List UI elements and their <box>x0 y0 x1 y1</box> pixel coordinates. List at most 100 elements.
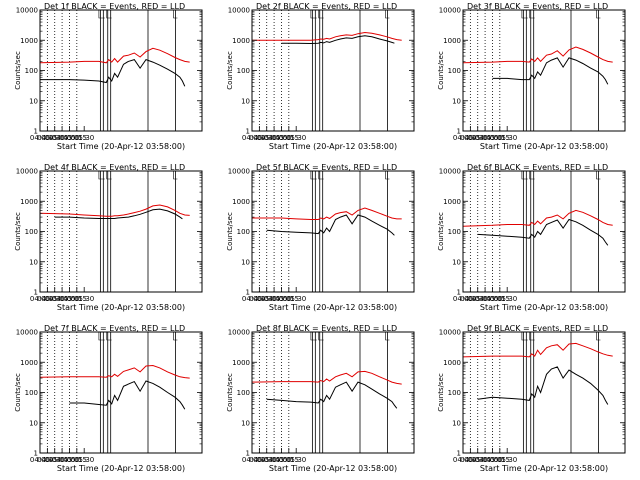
x-tick-label: 04:30 <box>45 456 65 464</box>
x-tick-label: 04:30 <box>257 134 277 142</box>
y-tick-label: 1 <box>457 128 461 136</box>
panel-title: Det 8f BLACK = Events, RED = LLD <box>256 324 397 333</box>
x-tick-label: 04:00 <box>30 456 50 464</box>
panel-8: Det 8f BLACK = Events, RED = LLD 1 10 100 10… <box>226 324 415 473</box>
x-tick-label: 04:45 <box>475 295 495 303</box>
y-tick-label: 1000 <box>443 359 461 367</box>
x-axis-label: Start Time (20-Apr-12 03:58:00) <box>269 464 397 473</box>
x-tick-label: 04:45 <box>264 134 284 142</box>
x-tick-label: 05:00 <box>271 134 291 142</box>
series-events-line <box>492 57 609 85</box>
series-events-line <box>477 366 609 405</box>
y-axis-label: Counts/sec <box>14 373 22 412</box>
y-tick-label: 10000 <box>439 7 461 15</box>
interval-bracket <box>521 10 528 19</box>
x-axis-label: Start Time (20-Apr-12 03:58:00) <box>480 464 608 473</box>
series-events-line <box>54 208 183 220</box>
x-tick-label: 04:00 <box>453 134 473 142</box>
x-tick-label: 05:30 <box>286 295 306 303</box>
interval-bracket <box>106 10 112 19</box>
panel-5: Det 5f BLACK = Events, RED = LLD 1 10 100 10… <box>226 163 415 312</box>
y-tick-label: 1000 <box>20 359 38 367</box>
interval-bracket <box>529 332 535 341</box>
x-tick-label: 05:00 <box>59 295 79 303</box>
series-events-line <box>40 58 186 87</box>
interval-bracket <box>318 332 324 341</box>
x-tick-label: 04:30 <box>468 134 488 142</box>
panel-9: Det 9f BLACK = Events, RED = LLD 1 10 100 10… <box>437 324 626 473</box>
interval-bracket <box>529 171 535 180</box>
y-tick-label: 1 <box>246 450 250 458</box>
x-tick-label: 05:30 <box>74 295 94 303</box>
x-tick-label: 05:15 <box>279 456 299 464</box>
x-tick-label: 04:15 <box>460 295 480 303</box>
series-lld-line <box>462 209 613 227</box>
plot-frame <box>462 170 626 293</box>
x-tick-label: 04:15 <box>37 134 57 142</box>
x-tick-label: 04:45 <box>264 295 284 303</box>
interval-bracket <box>310 332 317 341</box>
series-events-line <box>281 35 395 45</box>
y-axis-label: Counts/sec <box>14 51 22 90</box>
y-tick-label: 1 <box>34 289 38 297</box>
x-tick-label: 05:30 <box>74 134 94 142</box>
x-tick-label: 05:00 <box>271 456 291 464</box>
y-tick-label: 100 <box>25 389 38 397</box>
interval-bracket <box>173 332 178 341</box>
y-tick-label: 10 <box>241 419 250 427</box>
x-tick-label: 04:45 <box>52 134 72 142</box>
y-tick-label: 10 <box>452 419 461 427</box>
x-tick-label: 04:45 <box>264 456 284 464</box>
interval-bracket <box>385 10 390 19</box>
interval-bracket <box>385 171 390 180</box>
y-tick-label: 1000 <box>443 37 461 45</box>
x-tick-label: 05:00 <box>482 456 502 464</box>
y-tick-label: 100 <box>25 228 38 236</box>
x-tick-label: 04:45 <box>475 456 495 464</box>
y-tick-label: 100 <box>237 389 250 397</box>
x-tick-label: 05:30 <box>497 134 517 142</box>
x-tick-label: 05:15 <box>279 134 299 142</box>
x-tick-label: 04:30 <box>45 134 65 142</box>
interval-bracket <box>596 10 601 19</box>
series-events-line <box>266 214 395 236</box>
y-tick-label: 10000 <box>16 168 38 176</box>
x-tick-label: 04:15 <box>249 295 269 303</box>
y-tick-label: 10000 <box>228 7 250 15</box>
x-tick-label: 04:15 <box>249 134 269 142</box>
x-tick-label: 04:30 <box>257 456 277 464</box>
x-tick-label: 04:30 <box>468 295 488 303</box>
series-lld-line <box>251 370 402 385</box>
y-tick-label: 10 <box>452 258 461 266</box>
series-events-line <box>266 381 398 409</box>
panel-3: Det 3f BLACK = Events, RED = LLD 1 10 100 10… <box>437 2 626 151</box>
x-tick-label: 04:45 <box>52 295 72 303</box>
x-tick-label: 05:30 <box>74 456 94 464</box>
x-axis-label: Start Time (20-Apr-12 03:58:00) <box>57 142 185 151</box>
x-tick-label: 04:15 <box>460 456 480 464</box>
x-tick-label: 04:00 <box>453 456 473 464</box>
y-tick-label: 10 <box>29 419 38 427</box>
x-tick-label: 05:00 <box>59 134 79 142</box>
plot-frame <box>462 9 626 132</box>
x-tick-label: 04:15 <box>249 456 269 464</box>
panel-4: Det 4f BLACK = Events, RED = LLD 1 10 100 10… <box>14 163 203 312</box>
y-tick-label: 100 <box>237 67 250 75</box>
interval-bracket <box>310 10 317 19</box>
interval-bracket <box>310 171 317 180</box>
interval-bracket <box>173 171 178 180</box>
x-tick-label: 04:00 <box>242 295 262 303</box>
x-axis-label: Start Time (20-Apr-12 03:58:00) <box>480 303 608 312</box>
series-lld-line <box>252 31 402 41</box>
x-tick-label: 04:45 <box>475 134 495 142</box>
interval-bracket <box>529 10 535 19</box>
x-tick-label: 05:15 <box>490 456 510 464</box>
y-tick-label: 1000 <box>443 198 461 206</box>
series-lld-line <box>252 207 402 220</box>
x-tick-label: 04:15 <box>37 456 57 464</box>
y-tick-label: 1 <box>246 128 250 136</box>
y-axis-label: Counts/sec <box>226 373 234 412</box>
y-tick-label: 10000 <box>16 7 38 15</box>
x-tick-label: 04:15 <box>460 134 480 142</box>
